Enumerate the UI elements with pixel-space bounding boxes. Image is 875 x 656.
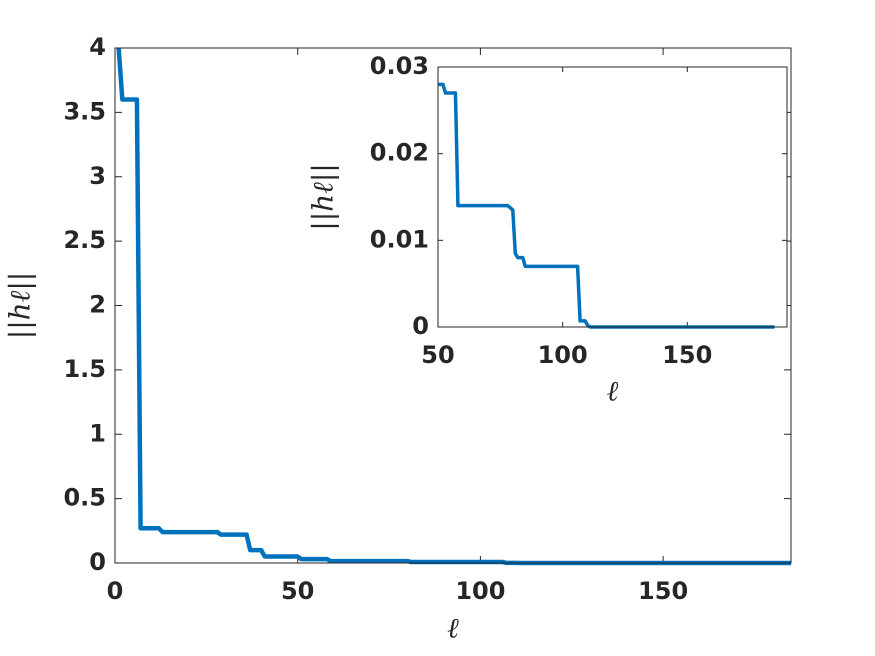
y-tick-label: 0 <box>412 312 429 340</box>
x-tick-label: 150 <box>638 577 688 605</box>
y-tick-label: 2 <box>89 291 106 319</box>
data-line <box>438 82 775 329</box>
x-tick-label: 100 <box>538 341 588 369</box>
x-axis-label: ℓ <box>447 612 459 645</box>
data-line <box>116 47 791 566</box>
x-tick-label: 50 <box>421 341 454 369</box>
y-axis-label: ||hℓ|| <box>307 163 340 230</box>
y-tick-label: 1.5 <box>63 355 106 383</box>
y-tick-label: 2.5 <box>63 226 106 254</box>
y-tick-label: 3.5 <box>63 97 106 125</box>
y-tick-label: 1 <box>89 419 106 447</box>
y-tick-label: 0 <box>89 548 106 576</box>
y-tick-label: 0.03 <box>370 52 429 80</box>
y-axis-label: ||hℓ|| <box>4 272 37 339</box>
x-tick-label: 100 <box>455 577 505 605</box>
x-axis-label: ℓ <box>607 375 619 408</box>
y-tick-label: 3 <box>89 162 106 190</box>
axes-box <box>437 66 788 328</box>
x-tick-label: 150 <box>662 341 712 369</box>
y-tick-label: 0.5 <box>63 484 106 512</box>
x-tick-label: 50 <box>281 577 314 605</box>
plot-area <box>438 67 787 327</box>
axes-box <box>114 47 792 564</box>
y-tick-label: 0.02 <box>370 139 429 167</box>
x-tick-label: 0 <box>107 577 124 605</box>
y-tick-label: 4 <box>89 33 106 61</box>
y-tick-label: 0.01 <box>370 225 429 253</box>
axes: 50 100 150 0 0.01 0.02 0.03 ℓ ||hℓ|| <box>307 52 788 408</box>
